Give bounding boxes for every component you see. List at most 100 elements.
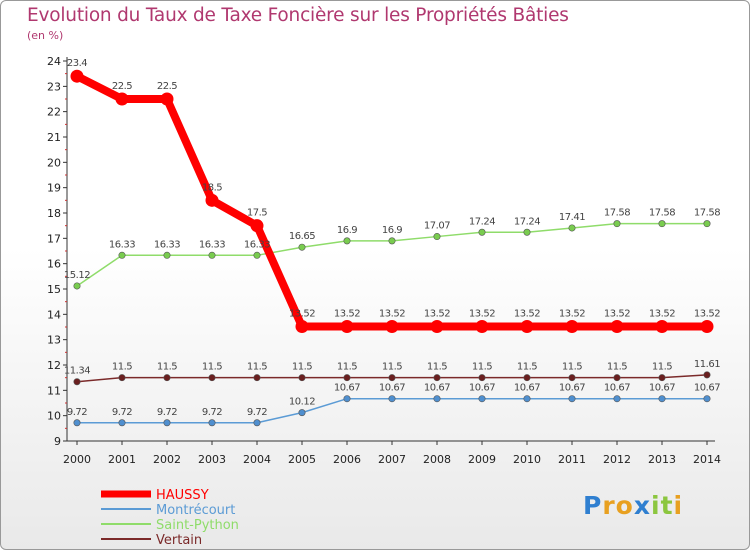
data-label: 11.5 [607,362,627,373]
y-tick-label: 12 [47,359,61,372]
data-point [568,224,576,232]
x-tick-label: 2004 [243,453,271,466]
logo-letter: o [615,491,634,520]
data-point [343,374,351,382]
data-label: 16.9 [337,225,357,236]
data-point [118,251,126,259]
data-label: 13.52 [604,308,630,319]
data-label: 9.72 [247,407,267,418]
data-point [523,228,531,236]
legend-label: Montrécourt [156,503,235,518]
data-label: 10.67 [559,383,585,394]
data-label: 22.5 [157,81,177,92]
x-tick-label: 2000 [63,453,91,466]
data-label: 13.52 [559,308,585,319]
data-point [388,395,396,403]
x-tick-label: 2001 [108,453,136,466]
data-label: 9.72 [112,407,132,418]
data-point [115,92,129,106]
data-point [73,378,81,386]
data-point [298,409,306,417]
data-label: 17.58 [604,208,630,219]
data-label: 11.5 [112,362,132,373]
data-point [250,219,264,233]
data-label: 13.52 [424,308,450,319]
data-point [208,251,216,259]
data-point [298,243,306,251]
data-label: 10.67 [379,383,405,394]
data-point [658,395,666,403]
data-point [568,374,576,382]
data-point [523,374,531,382]
data-label: 11.5 [652,362,672,373]
data-point [703,395,711,403]
data-label: 10.67 [649,383,675,394]
data-point [385,319,399,333]
data-point [208,419,216,427]
data-point [253,251,261,259]
y-tick-label: 15 [47,283,61,296]
data-point [163,374,171,382]
data-point [163,251,171,259]
data-label: 18.5 [202,182,222,193]
data-point [430,319,444,333]
data-point [613,395,621,403]
data-label: 9.72 [67,407,87,418]
data-label: 9.72 [157,407,177,418]
logo-letter: i [673,491,684,520]
x-tick-label: 2006 [333,453,361,466]
data-label: 11.5 [382,362,402,373]
data-label: 10.67 [424,383,450,394]
logo-letter: t [660,491,674,520]
data-label: 15.12 [64,270,90,281]
data-point [703,371,711,379]
data-point [613,220,621,228]
data-label: 16.33 [109,239,135,250]
data-label: 11.5 [427,362,447,373]
data-label: 16.33 [154,239,180,250]
data-label: 13.52 [469,308,495,319]
x-tick-label: 2002 [153,453,181,466]
data-point [478,374,486,382]
data-label: 17.5 [247,208,267,219]
data-label: 11.5 [292,362,312,373]
data-label: 13.52 [334,308,360,319]
data-label: 11.5 [562,362,582,373]
data-point [298,374,306,382]
x-tick-label: 2011 [558,453,586,466]
data-label: 23.4 [67,58,87,69]
y-tick-label: 16 [47,258,61,271]
data-point [343,237,351,245]
data-point [478,228,486,236]
data-point [253,374,261,382]
data-point [208,374,216,382]
data-label: 13.52 [514,308,540,319]
y-tick-label: 9 [54,435,61,448]
data-label: 17.41 [559,212,585,223]
data-point [160,92,174,106]
data-label: 11.34 [64,366,90,377]
y-tick-label: 13 [47,334,61,347]
data-point [658,374,666,382]
data-label: 10.67 [469,383,495,394]
data-label: 16.33 [244,239,270,250]
data-label: 13.52 [694,308,720,319]
x-tick-label: 2003 [198,453,226,466]
data-label: 10.12 [289,397,315,408]
y-tick-label: 14 [47,308,61,321]
legend-label: Vertain [156,533,202,548]
y-tick-label: 24 [47,55,61,68]
data-label: 11.5 [247,362,267,373]
data-point [613,374,621,382]
y-tick-label: 18 [47,207,61,220]
data-point [433,233,441,241]
y-tick-label: 21 [47,131,61,144]
data-point [73,419,81,427]
data-point [118,374,126,382]
data-label: 13.52 [289,308,315,319]
x-tick-label: 2012 [603,453,631,466]
data-point [73,282,81,290]
y-tick-label: 22 [47,106,61,119]
